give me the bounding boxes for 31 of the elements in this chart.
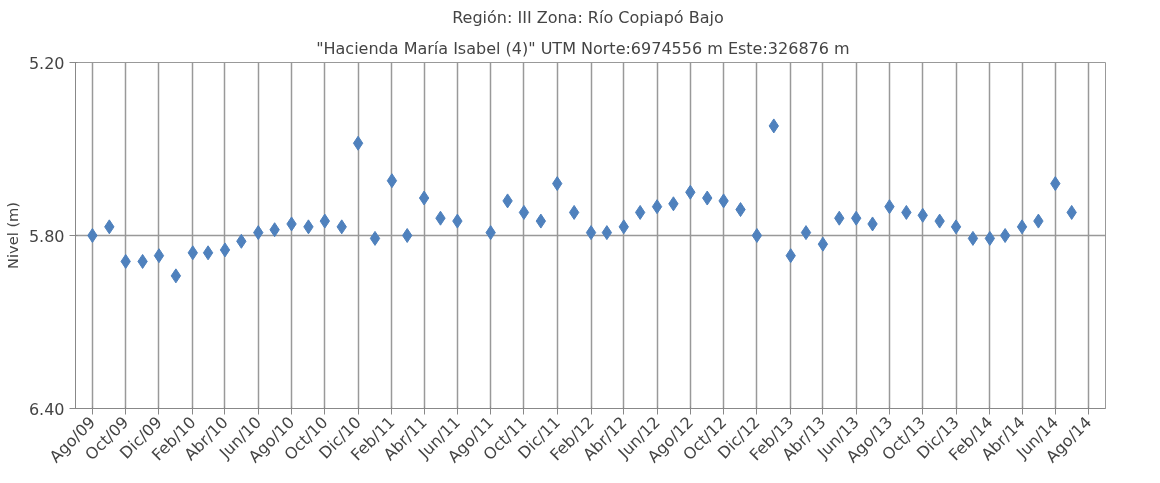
chart-title: Región: III Zona: Río Copiapó Bajo	[452, 7, 724, 27]
y-tick-label: 6.40	[28, 399, 65, 419]
point	[568, 204, 580, 220]
point	[170, 268, 182, 284]
point	[817, 236, 829, 252]
point	[967, 230, 979, 246]
point	[518, 204, 530, 220]
chart-subtitle: "Hacienda María Isabel (4)" UTM Norte:6974556 m Este:326876 m	[316, 38, 850, 58]
point	[1016, 219, 1028, 235]
point	[87, 228, 98, 243]
point	[751, 228, 763, 243]
point	[950, 219, 962, 235]
point	[601, 225, 613, 241]
point	[999, 228, 1011, 243]
point	[219, 242, 231, 258]
point	[585, 225, 597, 241]
point	[369, 230, 381, 246]
point	[202, 245, 214, 261]
y-tick-label: 5.20	[28, 53, 65, 73]
point	[800, 225, 812, 241]
point	[418, 190, 430, 206]
point	[386, 173, 398, 189]
point	[634, 204, 646, 220]
point	[402, 228, 413, 243]
point	[535, 213, 547, 229]
y-tick-label: 5.80	[28, 226, 65, 246]
point	[984, 230, 996, 246]
point	[352, 135, 364, 151]
y-axis-title: Nivel (m)	[3, 201, 21, 270]
point	[153, 248, 165, 264]
point	[651, 199, 663, 215]
